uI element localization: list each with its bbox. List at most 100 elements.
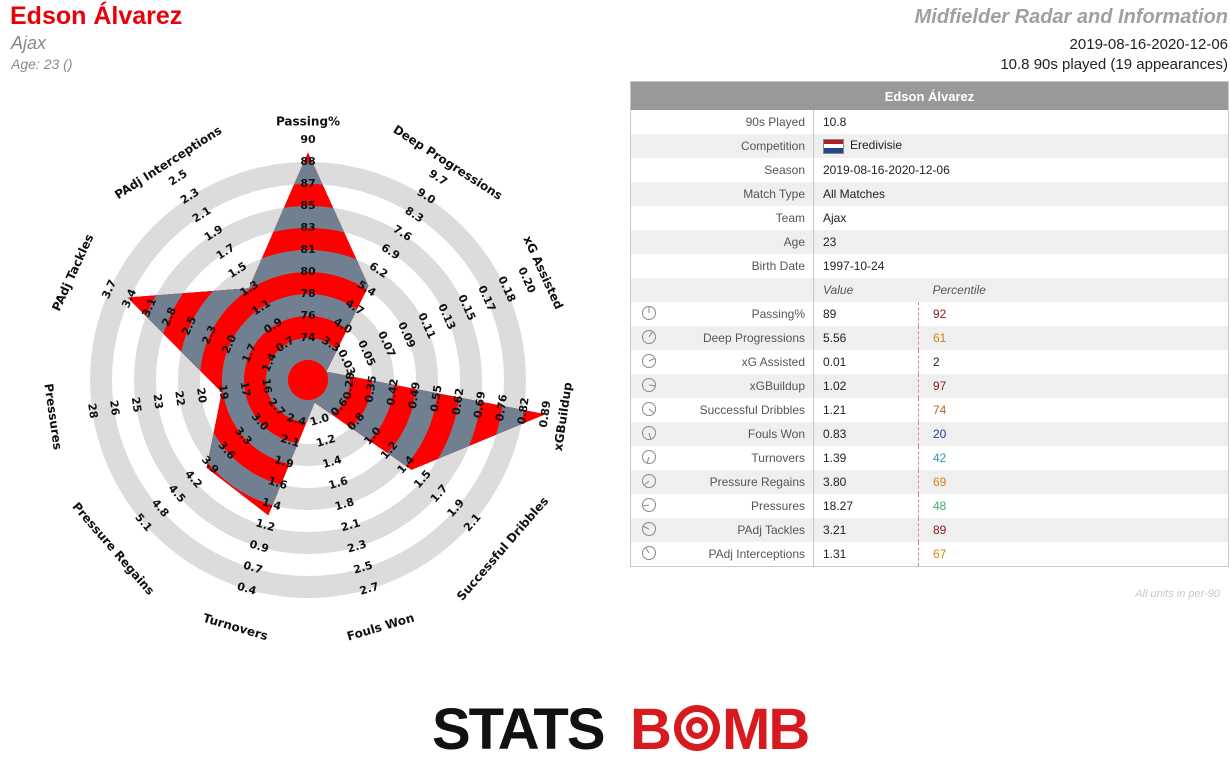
tick-label: 0.42 bbox=[384, 378, 401, 407]
tick-label: 0.49 bbox=[406, 381, 423, 410]
stat-value: 0.01 bbox=[823, 355, 847, 369]
stat-label: Pressure Regains bbox=[667, 470, 814, 494]
info-row: Birth Date 1997-10-24 bbox=[631, 254, 1229, 278]
tick-label: 28 bbox=[85, 402, 100, 419]
info-rows: 90s Played 10.8 Competition Eredivisie Seaso… bbox=[630, 110, 1229, 278]
tick-label: 78 bbox=[300, 287, 315, 300]
stat-value: 1.31 bbox=[823, 547, 847, 561]
stat-percentile: 89 bbox=[918, 518, 1229, 542]
tick-label: 85 bbox=[300, 199, 315, 212]
axis-label: Turnovers bbox=[201, 611, 269, 643]
info-label: Team bbox=[667, 206, 814, 230]
info-label: Competition bbox=[667, 134, 814, 158]
stat-label: xGBuildup bbox=[667, 374, 814, 398]
stat-row: Passing% 89 92 bbox=[631, 302, 1229, 326]
dial-icon bbox=[642, 377, 656, 392]
tick-label: 1.4 bbox=[260, 495, 283, 513]
logo-text-mb: MB bbox=[722, 700, 808, 756]
axis-label: Passing% bbox=[276, 115, 340, 129]
dial-icon bbox=[642, 449, 656, 464]
stat-row: PAdj Tackles 3.21 89 bbox=[630, 518, 1229, 542]
dial-icon bbox=[642, 305, 656, 320]
info-value: 10.8 bbox=[823, 115, 847, 129]
stat-row: Pressure Regains 3.80 69 bbox=[630, 470, 1229, 494]
dial-icon bbox=[642, 473, 656, 488]
center-dot bbox=[288, 360, 328, 400]
axis-label: xGBuildup bbox=[551, 381, 575, 452]
table-title: Edson Álvarez bbox=[630, 81, 1229, 110]
info-value: 2019-08-16-2020-12-06 bbox=[823, 163, 950, 177]
stat-percentile: 48 bbox=[918, 494, 1229, 518]
info-label: Match Type bbox=[667, 182, 814, 206]
tick-label: 74 bbox=[300, 331, 316, 344]
stat-percentile: 2 bbox=[918, 350, 1229, 374]
tick-label: 80 bbox=[300, 265, 316, 278]
tick-label: 0.82 bbox=[515, 397, 532, 426]
dial-icon bbox=[642, 497, 656, 512]
row-icon-cell bbox=[631, 254, 668, 278]
stat-percentile: 61 bbox=[918, 326, 1229, 350]
tick-label: 0.69 bbox=[471, 390, 488, 419]
stat-rows: Value Percentile Passing% 89 92 Deep Progress… bbox=[630, 278, 1229, 567]
tick-label: 0.28 bbox=[341, 372, 358, 401]
info-label: Age bbox=[667, 230, 814, 254]
stat-percentile: 42 bbox=[918, 446, 1229, 470]
tick-label: 0.76 bbox=[493, 393, 510, 422]
stat-row: Turnovers 1.39 42 bbox=[631, 446, 1229, 470]
tick-label: 1.6 bbox=[267, 474, 290, 492]
tick-label: 0.9 bbox=[248, 538, 270, 556]
info-value: All Matches bbox=[813, 182, 1229, 206]
stat-percentile: 20 bbox=[918, 422, 1229, 446]
info-row: 90s Played 10.8 bbox=[631, 110, 1229, 134]
tick-label: 22 bbox=[172, 390, 187, 407]
player-age: Age: 23 () bbox=[11, 56, 73, 72]
info-value: 23 bbox=[813, 230, 1229, 254]
tick-label: 0.89 bbox=[537, 400, 554, 429]
stat-value: 3.21 bbox=[813, 518, 919, 542]
dial-icon bbox=[642, 329, 656, 344]
tick-label: 1.0 bbox=[308, 411, 331, 429]
info-row: Team Ajax bbox=[631, 206, 1229, 230]
tick-label: 83 bbox=[300, 221, 315, 234]
tick-label: 90 bbox=[300, 133, 316, 146]
stat-percentile: 92 bbox=[918, 302, 1229, 326]
tick-label: 87 bbox=[300, 177, 315, 190]
stat-value: 89 bbox=[823, 307, 837, 321]
row-icon-cell bbox=[631, 110, 668, 134]
stat-row: Deep Progressions 5.56 61 bbox=[630, 326, 1229, 350]
tick-label: 0.4 bbox=[236, 580, 259, 598]
tick-label: 0.35 bbox=[362, 375, 379, 404]
stat-label: PAdj Tackles bbox=[667, 518, 814, 542]
tick-label: 81 bbox=[300, 243, 315, 256]
netherlands-flag-icon bbox=[823, 138, 844, 154]
row-icon-cell bbox=[630, 134, 667, 158]
row-icon-cell bbox=[630, 230, 667, 254]
tick-label: 2.7 bbox=[358, 580, 380, 598]
stat-value: 1.02 bbox=[813, 374, 919, 398]
stat-percentile: 74 bbox=[918, 398, 1229, 422]
stat-row: Fouls Won 0.83 20 bbox=[630, 422, 1229, 446]
logo-text-b: B bbox=[630, 700, 670, 756]
tick-label: 17 bbox=[238, 381, 253, 398]
info-label: Birth Date bbox=[667, 254, 814, 278]
tick-label: 76 bbox=[300, 309, 316, 322]
stat-row: xG Assisted 0.01 2 bbox=[631, 350, 1229, 374]
tick-label: 2.3 bbox=[346, 538, 368, 556]
stat-row: PAdj Interceptions 1.31 67 bbox=[631, 542, 1229, 567]
tick-label: 2.1 bbox=[339, 516, 361, 534]
dial-icon bbox=[642, 425, 656, 440]
axis-label: Pressures bbox=[41, 383, 64, 451]
tick-label: 2.1 bbox=[279, 432, 301, 450]
stat-label: Deep Progressions bbox=[667, 326, 814, 350]
tick-label: 1.2 bbox=[315, 432, 337, 450]
info-value: Ajax bbox=[823, 211, 847, 225]
logo-target-icon bbox=[674, 705, 720, 751]
stat-label: Turnovers bbox=[667, 446, 814, 470]
tick-label: 16 bbox=[259, 377, 274, 394]
info-table: Edson Álvarez 90s Played 10.8 Competition E… bbox=[630, 81, 1229, 567]
tick-label: 0.7 bbox=[242, 559, 264, 577]
dial-icon bbox=[642, 401, 656, 416]
stat-label: xG Assisted bbox=[667, 350, 814, 374]
percentile-header: Percentile bbox=[918, 278, 1229, 302]
team-name: Ajax bbox=[11, 33, 47, 53]
